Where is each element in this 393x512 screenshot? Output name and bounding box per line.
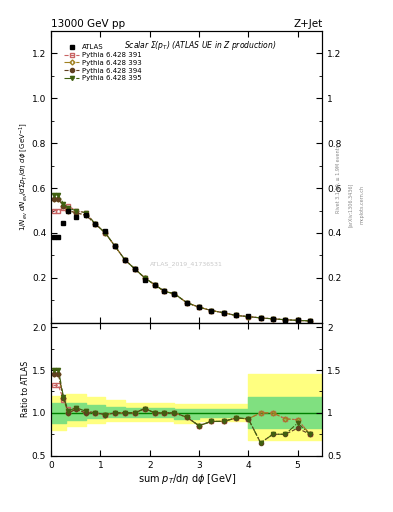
Text: Z+Jet: Z+Jet bbox=[293, 18, 322, 29]
Y-axis label: $1/N_{ev}\ dN_{ev}/d\Sigma p_T/d\eta\ d\phi\ [\mathrm{GeV}^{-1}]$: $1/N_{ev}\ dN_{ev}/d\Sigma p_T/d\eta\ d\… bbox=[18, 122, 31, 231]
Text: ATLAS_2019_41736531: ATLAS_2019_41736531 bbox=[150, 262, 223, 267]
Text: Scalar Σ(p$_T$) (ATLAS UE in Z production): Scalar Σ(p$_T$) (ATLAS UE in Z productio… bbox=[124, 39, 276, 53]
Text: 13000 GeV pp: 13000 GeV pp bbox=[51, 18, 125, 29]
Text: [arXiv:1306.3436]: [arXiv:1306.3436] bbox=[348, 183, 353, 227]
Y-axis label: Ratio to ATLAS: Ratio to ATLAS bbox=[22, 361, 31, 417]
Text: Rivet 3.1.10, ≥ 1.9M events: Rivet 3.1.10, ≥ 1.9M events bbox=[336, 145, 341, 214]
Text: mcplots.cern.ch: mcplots.cern.ch bbox=[360, 185, 365, 224]
Legend: ATLAS, Pythia 6.428 391, Pythia 6.428 393, Pythia 6.428 394, Pythia 6.428 395: ATLAS, Pythia 6.428 391, Pythia 6.428 39… bbox=[63, 43, 143, 82]
X-axis label: sum $p_T$/d$\eta$ d$\phi$ [GeV]: sum $p_T$/d$\eta$ d$\phi$ [GeV] bbox=[138, 472, 236, 486]
